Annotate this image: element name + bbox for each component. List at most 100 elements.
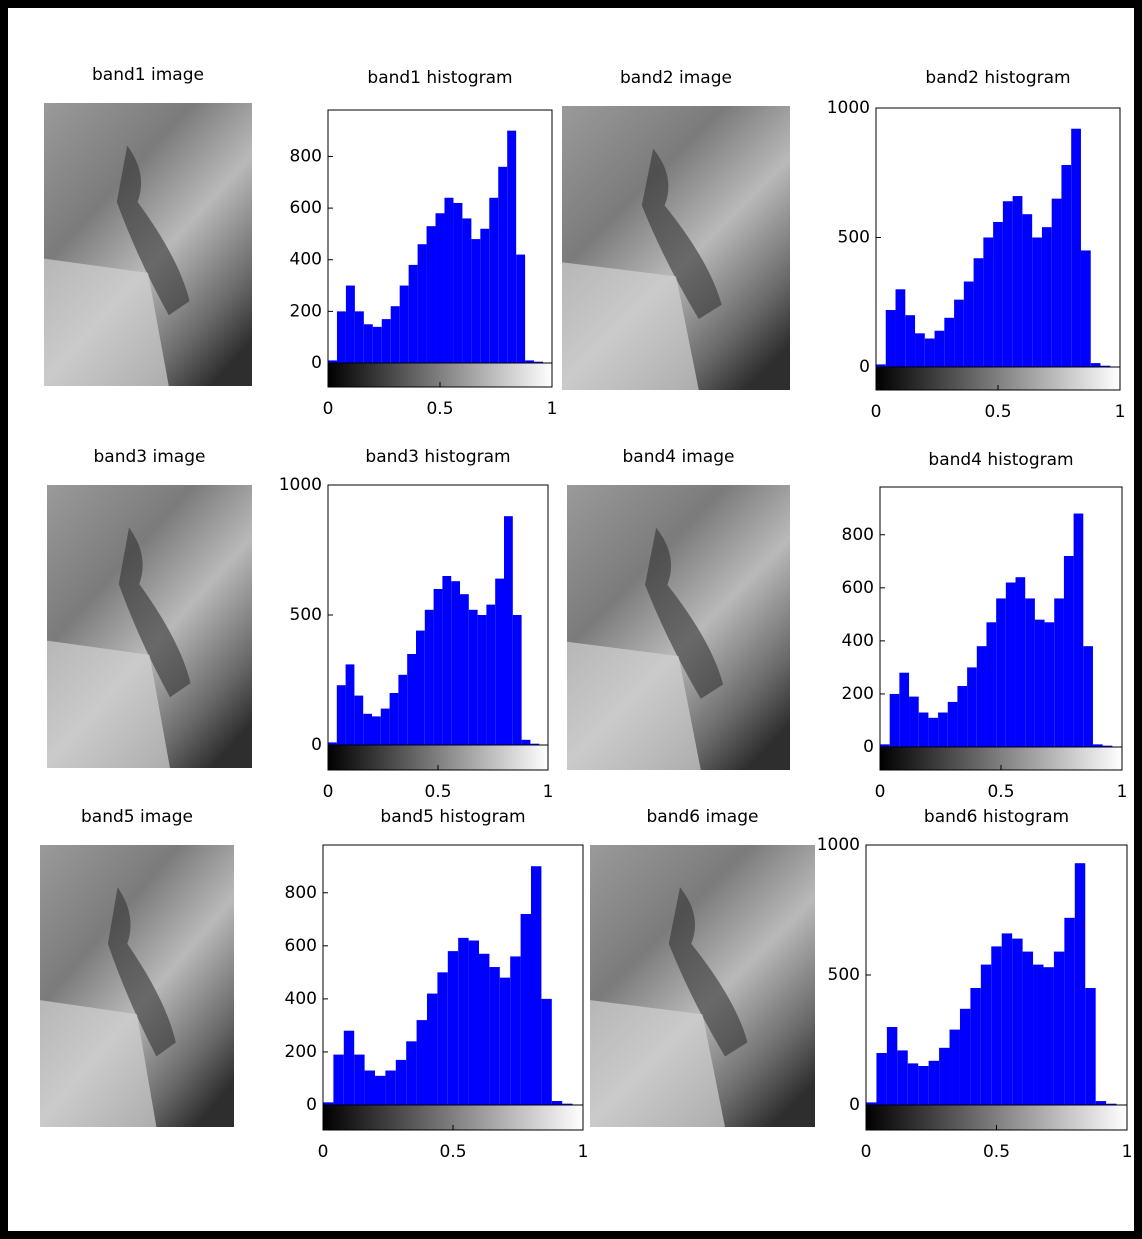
image-dark-region bbox=[107, 887, 176, 1057]
histogram-bar bbox=[462, 218, 472, 363]
histogram-bar bbox=[480, 228, 490, 363]
histogram-bar bbox=[1061, 164, 1072, 367]
histogram-bar bbox=[963, 281, 974, 367]
histogram-bar bbox=[381, 319, 391, 363]
x-tick-label: 0 bbox=[323, 399, 334, 419]
histogram-bar bbox=[1100, 365, 1111, 367]
histogram-bar bbox=[507, 130, 517, 363]
histogram-bar bbox=[1074, 863, 1086, 1105]
chart-title: band1 histogram bbox=[367, 68, 512, 88]
x-tick-label: 1 bbox=[547, 399, 558, 419]
histogram-bar bbox=[1015, 577, 1026, 747]
histogram-bar bbox=[447, 951, 459, 1105]
histogram-bar bbox=[458, 937, 469, 1105]
x-tick-label: 0.5 bbox=[426, 399, 453, 419]
histogram-bar bbox=[442, 576, 452, 745]
chart-title: band2 histogram bbox=[925, 68, 1070, 88]
y-tick-label: 0 bbox=[863, 737, 874, 757]
histogram-bar bbox=[460, 594, 469, 745]
x-tick-label: 0.5 bbox=[439, 1142, 466, 1162]
histogram-bar bbox=[1106, 1103, 1117, 1105]
histogram-bar bbox=[323, 1102, 334, 1105]
histogram-bar bbox=[1032, 237, 1042, 367]
histogram-bar bbox=[970, 988, 981, 1105]
histogram-bar bbox=[996, 598, 1006, 747]
histogram-bar bbox=[1071, 128, 1081, 367]
histogram-bar bbox=[375, 1075, 386, 1105]
histogram-bar bbox=[479, 953, 490, 1105]
histogram-bar bbox=[1012, 938, 1023, 1105]
y-tick-label: 600 bbox=[290, 198, 322, 218]
chart-title: band6 histogram bbox=[924, 807, 1069, 827]
histogram-bar bbox=[343, 1030, 355, 1105]
histogram-bar bbox=[954, 299, 964, 367]
histogram-bar bbox=[477, 615, 487, 745]
y-tick-label: 0 bbox=[849, 1095, 860, 1115]
x-tick-label: 0.5 bbox=[983, 1142, 1010, 1162]
histogram-bar bbox=[390, 306, 400, 363]
histogram-bar bbox=[928, 717, 939, 747]
histogram-bar bbox=[907, 1063, 919, 1105]
histogram-bar bbox=[531, 866, 542, 1105]
histogram-bar bbox=[328, 360, 337, 363]
histogram-bar bbox=[918, 712, 929, 747]
histogram-bar bbox=[336, 311, 346, 363]
histogram-bar bbox=[1063, 555, 1074, 747]
histogram-bar bbox=[889, 693, 900, 747]
histogram-bar bbox=[395, 1059, 407, 1105]
histogram-bar bbox=[876, 364, 886, 367]
histogram-bar bbox=[1002, 201, 1013, 367]
histogram-bar bbox=[1005, 582, 1016, 747]
histogram-bar bbox=[354, 695, 364, 745]
y-tick-label: 400 bbox=[290, 250, 322, 270]
histogram-bar bbox=[562, 1103, 573, 1105]
histogram-bar bbox=[433, 589, 443, 745]
x-tick-label: 0 bbox=[861, 1142, 872, 1162]
chart-title: band4 histogram bbox=[928, 450, 1073, 470]
x-tick-label: 1 bbox=[1122, 1142, 1133, 1162]
histogram-bar bbox=[909, 696, 919, 747]
y-tick-label: 800 bbox=[285, 883, 317, 903]
histogram-bar bbox=[551, 1101, 563, 1105]
histogram-bar bbox=[372, 716, 381, 745]
histogram-bar bbox=[489, 197, 499, 363]
histogram-bar bbox=[521, 739, 531, 745]
histogram-bar bbox=[495, 578, 504, 745]
histogram-bar bbox=[949, 1029, 960, 1105]
histogram-bar bbox=[973, 258, 984, 367]
histogram-bar bbox=[924, 338, 935, 367]
histogram-bar bbox=[876, 1053, 887, 1105]
histogram-bar bbox=[516, 254, 526, 363]
histogram-bar bbox=[1001, 933, 1013, 1105]
histogram-bar bbox=[947, 701, 958, 747]
histogram-bar bbox=[534, 361, 544, 363]
x-tick-label: 0 bbox=[318, 1142, 329, 1162]
y-tick-label: 1000 bbox=[279, 475, 322, 495]
histogram-bar bbox=[416, 630, 425, 745]
chart-title: band3 histogram bbox=[365, 447, 510, 467]
x-tick-label: 0.5 bbox=[984, 402, 1011, 422]
histogram-bar bbox=[345, 664, 355, 745]
x-tick-label: 1 bbox=[543, 782, 554, 802]
histogram-bar bbox=[435, 213, 445, 363]
y-tick-label: 0 bbox=[859, 357, 870, 377]
histogram-bar bbox=[427, 993, 438, 1105]
y-tick-label: 500 bbox=[290, 605, 322, 625]
histogram-bar bbox=[1051, 198, 1062, 367]
y-tick-label: 1000 bbox=[817, 835, 860, 855]
x-tick-label: 0 bbox=[875, 782, 886, 802]
histogram-bar bbox=[1090, 363, 1101, 367]
histogram-bar bbox=[1092, 744, 1103, 747]
histogram-bar bbox=[451, 581, 460, 745]
histogram-bar bbox=[385, 1070, 396, 1105]
histogram-bar bbox=[899, 672, 910, 747]
histogram-bar bbox=[991, 946, 1002, 1105]
x-tick-label: 1 bbox=[1115, 402, 1126, 422]
x-tick-label: 0 bbox=[323, 782, 334, 802]
histogram-bar bbox=[993, 221, 1003, 367]
histogram-bar bbox=[468, 609, 478, 745]
histogram-bar bbox=[406, 1041, 417, 1105]
y-tick-label: 500 bbox=[838, 228, 870, 248]
histogram-bar bbox=[530, 743, 540, 745]
histogram-bar bbox=[1022, 951, 1034, 1105]
